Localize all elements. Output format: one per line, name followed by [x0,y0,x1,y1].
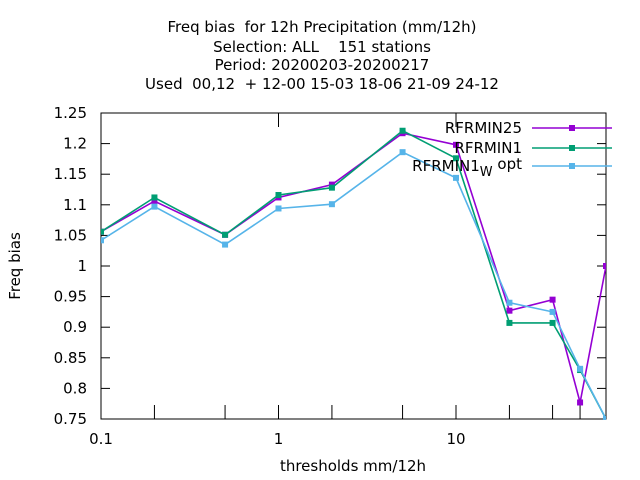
data-point [452,141,459,148]
data-point [452,155,459,162]
y-tick-label: 1.05 [54,226,87,244]
legend-label-main: RFRMIN1 [454,139,522,157]
chart-title-line-1: Freq bias for 12h Precipitation (mm/12h) [167,18,477,36]
y-tick-label: 0.95 [54,288,87,306]
legend-label-subscript: W [480,165,493,180]
series-line [101,129,606,420]
data-point [275,205,282,212]
x-tick-label: 1 [274,430,284,448]
data-point [452,174,459,181]
legend-label: RFRMIN1 [454,139,522,157]
axes: 0.75 0.8 0.85 0.9 0.95 1 1.05 1.1 1.15 1.2 1.25 0.1… [54,104,607,448]
data-point [222,231,229,238]
data-point [549,296,556,303]
legend-label-main: RFRMIN1 [412,157,480,175]
data-point [151,198,158,205]
x-tick-label: 10 [446,430,465,448]
legend-marker [569,125,575,131]
chart-title-line-4: Used 00,12 + 12-00 15-03 18-06 21-09 24-… [145,75,499,93]
series-line [101,151,606,420]
data-point [603,263,606,269]
y-tick-label: 1.1 [63,196,87,214]
legend-label-main: RFRMIN25 [445,119,522,137]
data-point [549,319,556,326]
data-point [603,416,606,420]
data-point [275,192,282,199]
y-tick-label: 1.25 [54,104,87,122]
data-point [328,184,335,191]
data-point [506,299,513,306]
legend-marker [569,145,575,151]
data-point [101,228,104,235]
y-tick-label: 0.85 [54,349,87,367]
data-point [151,194,158,201]
data-point [328,201,335,208]
y-tick-label: 1.2 [63,135,87,153]
series-layer [101,127,606,420]
series-rfrmin25 [101,130,606,406]
plot-border [100,112,607,420]
data-point [399,127,406,134]
y-tick-label: 0.9 [63,318,87,336]
legend-label-tail: opt [493,155,522,173]
legend-label: RFRMIN1W opt [412,155,522,180]
y-axis-label: Freq bias [6,232,24,300]
y-tick-label: 1.15 [54,165,87,183]
data-point [328,181,335,188]
data-point [101,237,104,244]
x-tick-label: 0.1 [89,430,113,448]
series-line [101,132,606,403]
data-point [506,307,513,314]
data-point [577,365,584,372]
data-point [151,203,158,210]
legend-marker [569,163,575,169]
y-tick-label: 0.8 [63,379,87,397]
data-point [506,319,513,326]
data-point [399,149,406,156]
y-tick-label: 1 [77,257,87,275]
data-point [222,241,229,248]
chart-title-line-3: Period: 20200203-20200217 [214,56,430,74]
legend-label: RFRMIN25 [445,119,522,137]
data-point [577,399,584,406]
chart-title-line-2: Selection: ALL 151 stations [213,38,431,56]
series-rfrmin1w-opt [101,149,606,420]
data-point [549,308,556,315]
x-axis-label: thresholds mm/12h [280,457,426,475]
y-tick-label: 0.75 [54,410,87,428]
series-rfrmin1 [101,127,606,420]
